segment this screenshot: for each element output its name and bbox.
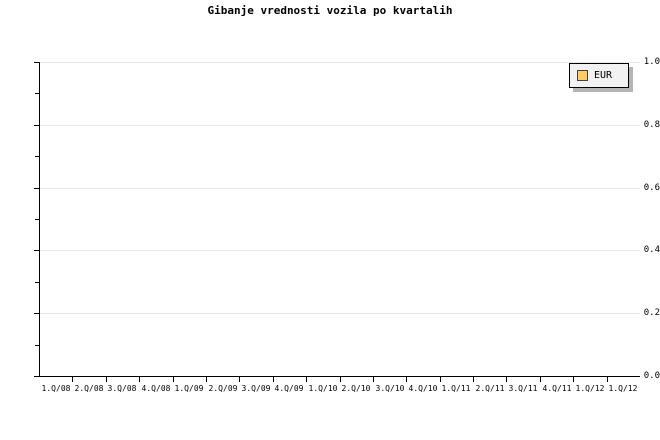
x-axis-tick-label: 4.Q/09	[274, 384, 304, 393]
legend-label-eur: EUR	[594, 69, 613, 81]
x-axis-tick-label: 1.Q/10	[308, 384, 338, 393]
x-axis-tick-label: 2.Q/11	[475, 384, 505, 393]
y-axis-tick-minor	[35, 282, 39, 283]
x-axis-tick-label: 4.Q/08	[141, 384, 171, 393]
gridline	[40, 250, 640, 251]
y-axis-tick-minor	[35, 219, 39, 220]
x-axis-tick-label: 1.Q/12	[575, 384, 605, 393]
x-axis-tick-label: 3.Q/11	[508, 384, 538, 393]
x-axis-tick	[273, 377, 274, 382]
y-axis-tick-major	[34, 250, 39, 251]
y-axis-tick-minor	[35, 93, 39, 94]
x-axis-tick-label: 1.Q/08	[41, 384, 71, 393]
y-axis-tick-label: 0.6	[643, 183, 660, 193]
x-axis-tick-label: 4.Q/10	[408, 384, 438, 393]
chart-title: Gibanje vrednosti vozila po kvartalih	[207, 4, 453, 17]
y-axis-tick-minor	[35, 345, 39, 346]
y-axis-tick-label: 0.4	[643, 245, 660, 255]
x-axis-tick-label: 1.Q/12	[608, 384, 638, 393]
x-axis-tick-label: 2.Q/10	[341, 384, 371, 393]
x-axis-tick	[373, 377, 374, 382]
y-axis-tick-label: 0.8	[643, 120, 660, 130]
gridline	[40, 188, 640, 189]
y-axis-tick-major	[34, 313, 39, 314]
gridline	[40, 62, 640, 63]
x-axis-tick-label: 1.Q/09	[174, 384, 204, 393]
x-axis-tick	[106, 377, 107, 382]
y-axis-tick-major	[34, 188, 39, 189]
x-axis-tick-label: 2.Q/09	[208, 384, 238, 393]
y-axis-tick-major	[34, 125, 39, 126]
x-axis-tick	[206, 377, 207, 382]
y-axis-line	[39, 62, 40, 377]
x-axis-tick	[72, 377, 73, 382]
plot-area	[39, 62, 640, 376]
x-axis-tick	[440, 377, 441, 382]
x-axis-tick	[239, 377, 240, 382]
x-axis-tick-label: 3.Q/08	[107, 384, 137, 393]
legend-box[interactable]: EUR	[569, 63, 629, 88]
y-axis-tick-label: 0.0	[643, 371, 660, 381]
x-axis-tick-label: 2.Q/08	[74, 384, 104, 393]
x-axis-tick	[306, 377, 307, 382]
legend[interactable]: EUR	[569, 63, 633, 92]
x-axis-tick	[173, 377, 174, 382]
x-axis-tick	[473, 377, 474, 382]
x-axis-tick-label: 3.Q/10	[375, 384, 405, 393]
x-axis-tick	[573, 377, 574, 382]
x-axis-tick	[607, 377, 608, 382]
gridline	[40, 313, 640, 314]
x-axis-tick	[139, 377, 140, 382]
x-axis-tick-label: 3.Q/09	[241, 384, 271, 393]
x-axis-tick	[540, 377, 541, 382]
x-axis-line	[39, 376, 640, 377]
gridline	[40, 125, 640, 126]
y-axis-tick-label: 0.2	[643, 308, 660, 318]
x-axis-tick	[506, 377, 507, 382]
y-axis-tick-major	[34, 376, 39, 377]
y-axis-tick-minor	[35, 156, 39, 157]
legend-color-swatch-eur	[577, 70, 588, 81]
y-axis-tick-major	[34, 62, 39, 63]
x-axis-tick-label: 4.Q/11	[542, 384, 572, 393]
x-axis-tick	[406, 377, 407, 382]
x-axis-tick	[340, 377, 341, 382]
y-axis-tick-label: 1.0	[643, 57, 660, 67]
x-axis-tick-label: 1.Q/11	[441, 384, 471, 393]
